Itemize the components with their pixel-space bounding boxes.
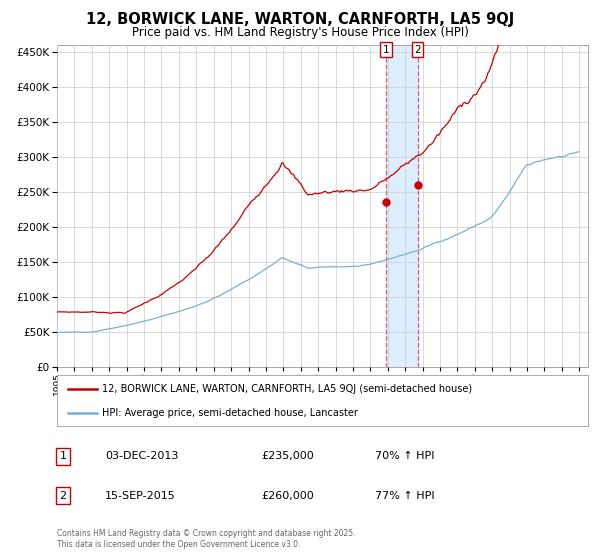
Text: Price paid vs. HM Land Registry's House Price Index (HPI): Price paid vs. HM Land Registry's House …: [131, 26, 469, 39]
Text: 12, BORWICK LANE, WARTON, CARNFORTH, LA5 9QJ: 12, BORWICK LANE, WARTON, CARNFORTH, LA5…: [86, 12, 514, 27]
Text: 77% ↑ HPI: 77% ↑ HPI: [375, 491, 434, 501]
Text: 12, BORWICK LANE, WARTON, CARNFORTH, LA5 9QJ (semi-detached house): 12, BORWICK LANE, WARTON, CARNFORTH, LA5…: [102, 384, 472, 394]
Bar: [386, 45, 418, 367]
Text: £260,000: £260,000: [261, 491, 314, 501]
Text: 70% ↑ HPI: 70% ↑ HPI: [375, 451, 434, 461]
Text: 1: 1: [59, 451, 67, 461]
Text: HPI: Average price, semi-detached house, Lancaster: HPI: Average price, semi-detached house,…: [102, 408, 358, 418]
Text: £235,000: £235,000: [261, 451, 314, 461]
Text: 2: 2: [414, 45, 421, 55]
Text: 1: 1: [383, 45, 390, 55]
Text: 15-SEP-2015: 15-SEP-2015: [105, 491, 176, 501]
Text: Contains HM Land Registry data © Crown copyright and database right 2025.
This d: Contains HM Land Registry data © Crown c…: [57, 529, 355, 549]
Text: 03-DEC-2013: 03-DEC-2013: [105, 451, 178, 461]
Text: 2: 2: [59, 491, 67, 501]
